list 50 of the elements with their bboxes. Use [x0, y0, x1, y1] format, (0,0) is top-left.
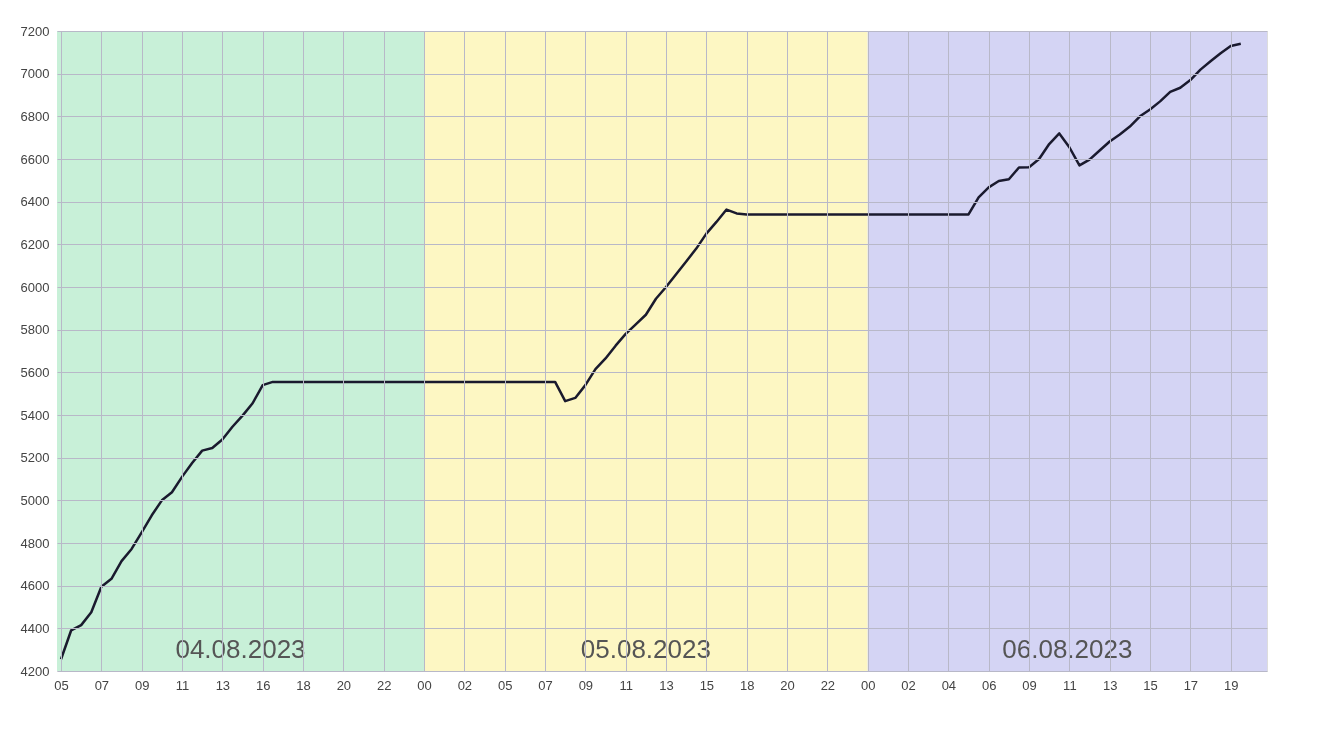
x-tick-label: 13: [1102, 677, 1118, 693]
annotation: 05.08.2023: [580, 634, 711, 664]
x-tick-label: 02: [457, 677, 473, 693]
y-tick-label: 4600: [20, 578, 50, 594]
x-tick-label: 13: [659, 677, 674, 693]
x-tick-label: 11: [1063, 677, 1077, 693]
y-tick-label: 5400: [20, 407, 50, 423]
x-tick-label: 07: [94, 677, 110, 693]
y-tick-label: 7000: [20, 66, 50, 82]
x-tick-label: 02: [901, 677, 916, 693]
y-tick-label: 6200: [20, 236, 50, 252]
line-series: [59, 42, 1243, 661]
y-tick-label: 6000: [20, 279, 50, 295]
annotation: 06.08.2023: [1002, 634, 1133, 664]
x-tick-label: 09: [134, 677, 150, 693]
x-tick-label: 20: [780, 677, 795, 693]
x-tick-label: 00: [860, 677, 876, 693]
x-tick-label: 04: [941, 677, 957, 693]
y-tick-label: 4800: [20, 535, 50, 551]
y-tick-label: 5000: [20, 492, 50, 508]
x-tick-label: 15: [1143, 677, 1158, 693]
annotation: 04.08.2023: [175, 634, 306, 664]
y-tick-label: 4200: [20, 663, 50, 679]
x-tick-label: 16: [255, 677, 271, 693]
x-tick-label: 13: [215, 677, 231, 693]
y-tick-label: 4400: [20, 620, 50, 636]
x-tick-label: 15: [699, 677, 715, 693]
x-tick-label: 19: [1223, 677, 1239, 693]
y-tick-label: 6400: [20, 194, 50, 210]
x-tick-label: 22: [376, 677, 392, 693]
x-tick-label: 18: [296, 677, 311, 693]
y-tick-label: 7200: [20, 23, 50, 39]
x-tick-label: 20: [336, 677, 352, 693]
y-tick-label: 6600: [20, 151, 50, 167]
x-tick-label: 07: [538, 677, 553, 693]
x-tick-label: 09: [578, 677, 594, 693]
x-tick-label: 05: [54, 677, 69, 693]
x-tick-label: 09: [1022, 677, 1037, 693]
x-tick-label: 05: [497, 677, 513, 693]
x-tick-label: 11: [619, 677, 633, 693]
x-tick-label: 17: [1183, 677, 1199, 693]
y-tick-label: 5200: [20, 450, 50, 466]
x-tick-label: 18: [739, 677, 755, 693]
x-tick-label: 00: [417, 677, 432, 693]
y-tick-label: 6800: [20, 108, 50, 124]
x-tick-label: 11: [175, 677, 190, 693]
x-tick-label: 22: [820, 677, 836, 693]
y-tick-label: 5800: [20, 322, 50, 338]
x-tick-label: 06: [981, 677, 997, 693]
y-tick-label: 5600: [20, 364, 50, 380]
